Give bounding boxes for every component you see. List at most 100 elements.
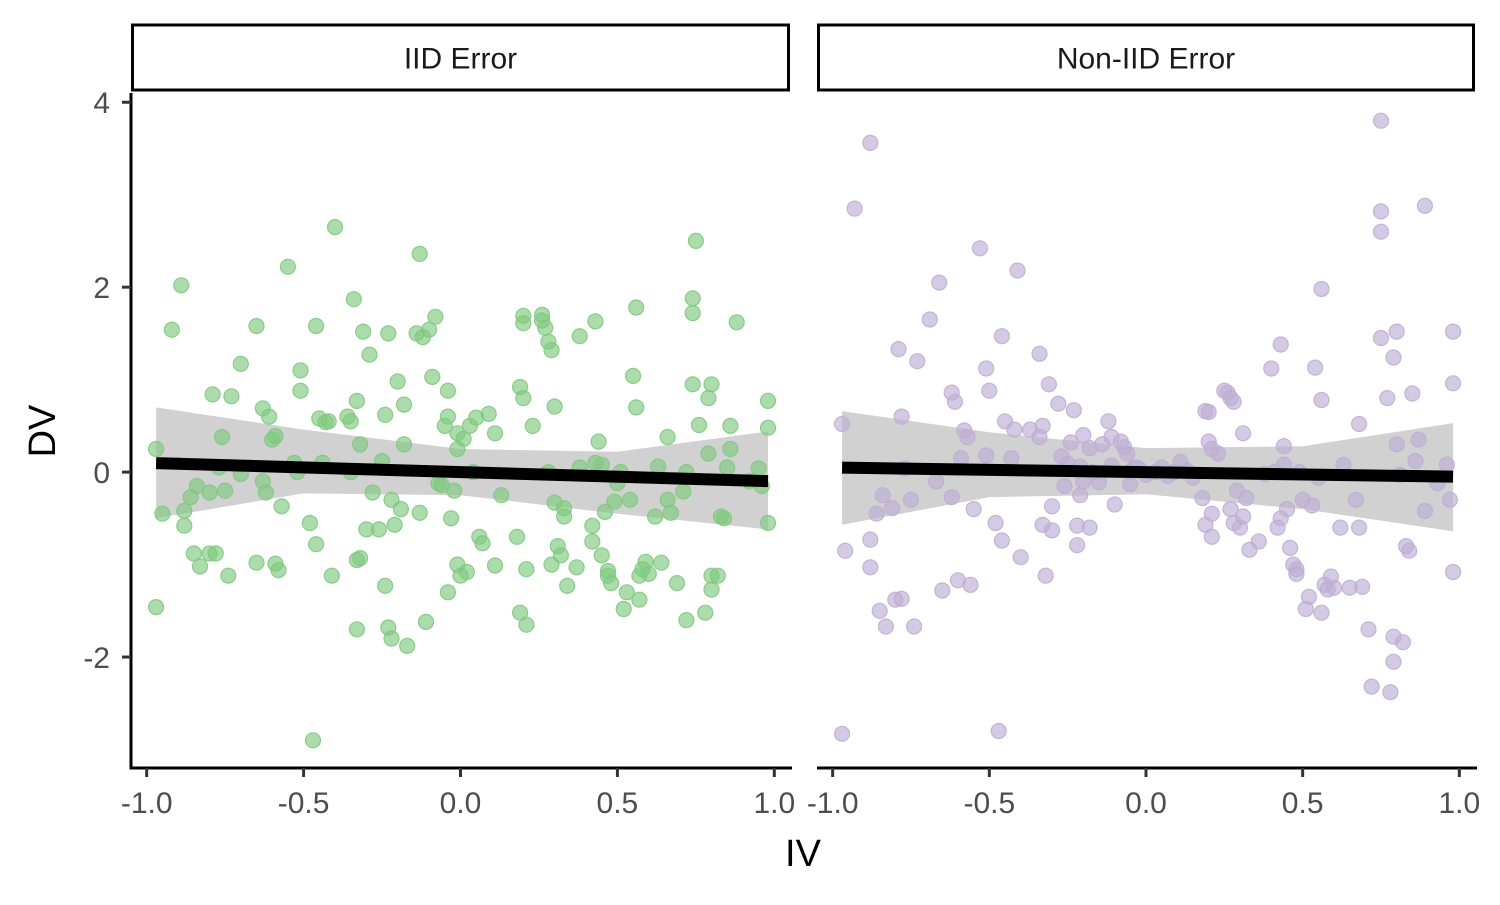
data-point-iid (678, 611, 695, 629)
data-point-iid (515, 315, 532, 332)
data-point-non-iid (1394, 634, 1412, 651)
data-point-non-iid (1275, 438, 1293, 455)
data-point-iid (555, 508, 573, 525)
data-point-iid (480, 405, 497, 422)
data-point-iid (308, 536, 325, 553)
data-point-iid (690, 416, 708, 434)
data-point-iid (342, 413, 359, 430)
data-point-iid (257, 484, 274, 501)
y-ticks: -2 0 2 4 (83, 87, 131, 675)
data-point-iid (217, 482, 234, 499)
data-point-iid (411, 504, 428, 521)
x-tick-label: -0.5 (963, 787, 1015, 820)
data-point-non-iid (1100, 413, 1117, 430)
data-point-iid (377, 577, 394, 594)
data-point-iid (380, 325, 397, 342)
data-point-iid (292, 382, 309, 399)
x-tick-label: 1.0 (753, 787, 795, 820)
data-point-iid (273, 498, 290, 515)
data-point-iid (207, 545, 224, 562)
data-point-iid (552, 547, 570, 564)
data-point-iid (204, 386, 221, 403)
data-point-non-iid (1278, 501, 1296, 518)
data-point-iid (446, 482, 463, 499)
data-point-iid (587, 313, 604, 330)
panel-iid-error: IID Error -1.0 -0.5 0.0 0.5 1.0 (121, 23, 795, 820)
data-point-iid (148, 598, 165, 616)
data-point-iid (176, 502, 193, 519)
data-point-iid (191, 558, 209, 575)
data-point-iid (458, 563, 475, 581)
data-point-iid (304, 732, 322, 749)
data-point-non-iid (934, 582, 951, 599)
data-point-iid (719, 459, 736, 476)
data-point-iid (590, 433, 607, 450)
data-point-iid (267, 427, 284, 445)
data-point-iid (653, 554, 670, 571)
data-point-iid (279, 258, 296, 275)
data-point-non-iid (1313, 391, 1330, 409)
data-point-iid (759, 419, 777, 436)
data-point-iid (173, 277, 190, 294)
data-point-non-iid (1225, 393, 1242, 410)
y-tick-label: 4 (93, 87, 110, 120)
data-point-non-iid (1416, 197, 1434, 214)
data-point-iid (389, 373, 406, 390)
data-point-iid (326, 219, 344, 236)
data-point-iid (615, 600, 632, 618)
data-point-non-iid (1065, 402, 1083, 419)
data-point-non-iid (1444, 563, 1462, 581)
data-point-iid (370, 521, 387, 538)
data-point-iid (220, 567, 237, 584)
data-point-non-iid (1354, 578, 1371, 595)
data-point-iid (486, 557, 504, 574)
data-point-non-iid (1043, 498, 1061, 515)
data-point-iid (675, 483, 692, 500)
data-point-iid (668, 574, 686, 592)
data-point-iid (687, 232, 705, 249)
data-point-iid (154, 505, 171, 522)
data-point-iid (709, 567, 726, 584)
data-point-non-iid (1438, 456, 1455, 473)
data-point-iid (631, 591, 648, 608)
data-point-iid (584, 533, 601, 550)
data-point-iid (571, 328, 588, 345)
data-point-iid (568, 559, 585, 576)
data-point-iid (352, 549, 369, 567)
data-point-non-iid (893, 408, 910, 425)
data-point-non-iid (1404, 385, 1421, 402)
data-point-iid (439, 584, 456, 601)
data-point-non-iid (1388, 436, 1405, 453)
data-point-iid (399, 637, 416, 655)
data-point-non-iid (1006, 421, 1023, 438)
data-point-non-iid (962, 576, 979, 594)
data-point-non-iid (965, 501, 982, 518)
data-point-non-iid (884, 500, 901, 517)
data-point-non-iid (1037, 567, 1054, 584)
data-point-non-iid (1072, 487, 1089, 504)
data-point-non-iid (1043, 522, 1061, 539)
x-tick-label: 0.0 (1125, 787, 1167, 820)
x-tick-label: 0.5 (1282, 787, 1324, 820)
data-point-non-iid (1401, 542, 1418, 559)
data-point-iid (715, 510, 733, 527)
data-point-iid (348, 621, 365, 638)
data-point-non-iid (1441, 491, 1459, 508)
data-point-non-iid (1272, 336, 1289, 353)
data-point-iid (348, 392, 365, 409)
data-point-non-iid (1379, 390, 1396, 407)
data-point-non-iid (1416, 502, 1434, 519)
data-point-iid (624, 367, 642, 384)
data-point-iid (308, 317, 325, 335)
data-point-non-iid (1372, 329, 1390, 347)
data-point-non-iid (893, 590, 910, 607)
data-point-non-iid (921, 311, 938, 328)
data-point-non-iid (1360, 621, 1377, 638)
data-point-non-iid (890, 341, 907, 358)
data-point-iid (621, 491, 639, 508)
data-point-non-iid (837, 542, 854, 559)
data-point-non-iid (1382, 684, 1399, 701)
data-point-non-iid (877, 618, 895, 635)
